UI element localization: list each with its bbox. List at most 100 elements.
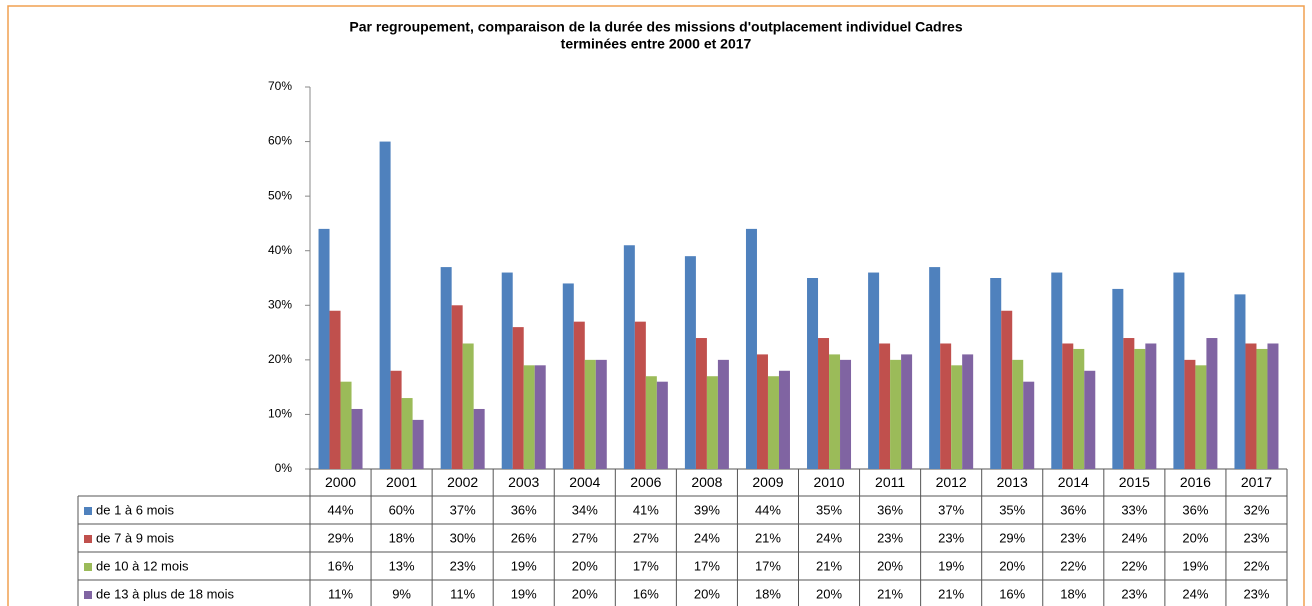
data-label: 20% — [572, 586, 598, 601]
data-label: 23% — [450, 558, 476, 573]
data-label: 27% — [572, 530, 598, 545]
data-label: 19% — [511, 558, 537, 573]
data-label: 37% — [938, 502, 964, 517]
x-tick-label: 2000 — [325, 474, 356, 490]
bar — [1173, 272, 1185, 469]
bar — [990, 278, 1002, 469]
y-tick-label: 50% — [268, 188, 292, 202]
chart-title: Par regroupement, comparaison de la duré… — [349, 19, 962, 35]
data-label: 21% — [816, 558, 842, 573]
x-tick-label: 2006 — [630, 474, 661, 490]
x-tick-label: 2014 — [1058, 474, 1089, 490]
bar — [1001, 310, 1013, 469]
x-tick-label: 2004 — [569, 474, 600, 490]
bar — [645, 376, 657, 469]
data-label: 13% — [389, 558, 415, 573]
bar — [1023, 381, 1035, 469]
bar — [706, 376, 718, 469]
bar — [962, 354, 974, 469]
bar — [1084, 370, 1096, 469]
data-label: 27% — [633, 530, 659, 545]
bar — [634, 321, 646, 469]
bar — [890, 359, 902, 469]
data-label: 20% — [999, 558, 1025, 573]
y-tick-label: 60% — [268, 134, 292, 148]
bar — [440, 267, 452, 469]
chart-subtitle: terminées entre 2000 et 2017 — [561, 36, 752, 52]
x-tick-label: 2008 — [691, 474, 722, 490]
data-label: 36% — [877, 502, 903, 517]
bar — [501, 272, 513, 469]
legend-label: de 7 à 9 mois — [96, 530, 175, 545]
bar — [1184, 359, 1196, 469]
bar — [462, 343, 474, 469]
bar — [390, 370, 402, 469]
data-label: 21% — [938, 586, 964, 601]
x-tick-label: 2015 — [1119, 474, 1150, 490]
y-tick-label: 70% — [268, 79, 292, 93]
data-label: 39% — [694, 502, 720, 517]
data-label: 20% — [572, 558, 598, 573]
data-label: 18% — [755, 586, 781, 601]
bar — [818, 338, 830, 469]
bar — [1145, 343, 1157, 469]
bar — [534, 365, 546, 469]
data-label: 21% — [877, 586, 903, 601]
x-tick-label: 2011 — [875, 474, 905, 490]
legend-label: de 13 à plus de 18 mois — [96, 586, 235, 601]
data-label: 23% — [1121, 586, 1147, 601]
x-tick-label: 2009 — [752, 474, 783, 490]
legend-label: de 10 à 12 mois — [96, 558, 189, 573]
x-tick-label: 2017 — [1241, 474, 1272, 490]
bar — [756, 354, 768, 469]
legend-swatch — [84, 591, 92, 599]
y-tick-label: 10% — [268, 407, 292, 421]
data-label: 22% — [1060, 558, 1086, 573]
data-label: 11% — [450, 586, 475, 601]
bar — [412, 419, 424, 469]
data-label: 17% — [755, 558, 781, 573]
data-label: 23% — [1243, 530, 1269, 545]
data-label: 41% — [633, 502, 659, 517]
bar — [1206, 338, 1218, 469]
bar — [717, 359, 729, 469]
bar — [1234, 294, 1246, 469]
data-label: 19% — [1182, 558, 1208, 573]
legend-swatch — [84, 563, 92, 571]
data-label: 16% — [328, 558, 354, 573]
bar — [379, 141, 391, 470]
bar — [584, 359, 596, 469]
data-label: 17% — [633, 558, 659, 573]
data-label: 44% — [328, 502, 354, 517]
bar — [1051, 272, 1063, 469]
legend-swatch — [84, 507, 92, 515]
bar — [623, 245, 635, 469]
bar — [1123, 338, 1135, 469]
data-label: 35% — [816, 502, 842, 517]
data-label: 19% — [938, 558, 964, 573]
data-label: 35% — [999, 502, 1025, 517]
bar — [767, 376, 779, 469]
data-label: 16% — [633, 586, 659, 601]
bar — [1112, 288, 1124, 469]
data-label: 29% — [328, 530, 354, 545]
bar — [1012, 359, 1024, 469]
bar — [340, 381, 352, 469]
bar — [1073, 348, 1085, 469]
bar — [351, 408, 363, 469]
bar — [868, 272, 880, 469]
data-label: 36% — [511, 502, 537, 517]
data-label: 23% — [938, 530, 964, 545]
data-label: 22% — [1121, 558, 1147, 573]
data-label: 22% — [1243, 558, 1269, 573]
bar — [1245, 343, 1257, 469]
x-tick-label: 2001 — [386, 474, 417, 490]
y-tick-label: 20% — [268, 352, 292, 366]
data-label: 23% — [877, 530, 903, 545]
bar — [1256, 348, 1268, 469]
x-tick-label: 2016 — [1180, 474, 1211, 490]
bar — [829, 354, 841, 469]
data-label: 11% — [328, 586, 353, 601]
bar — [745, 228, 757, 469]
